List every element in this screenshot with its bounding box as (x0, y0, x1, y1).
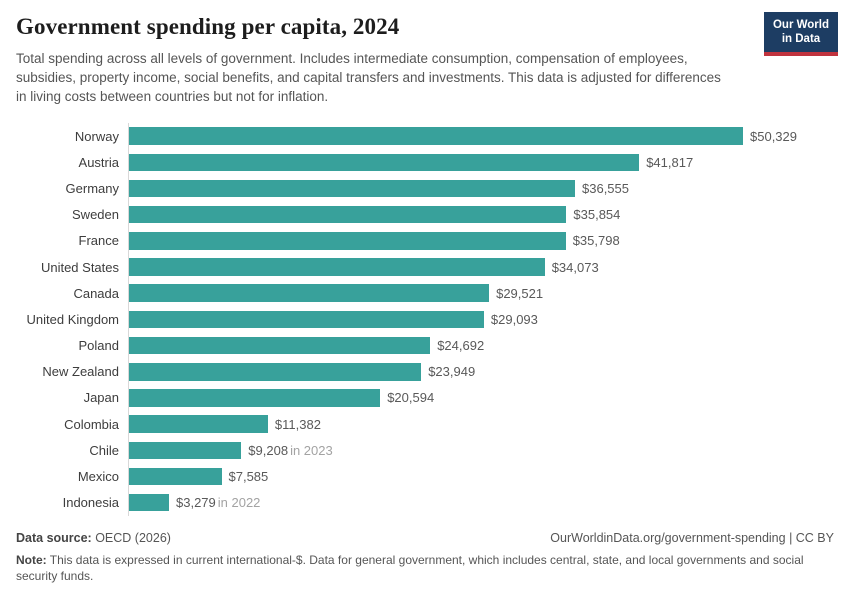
country-label: Colombia (64, 416, 119, 432)
bar[interactable] (129, 415, 268, 433)
bar-track: $24,692 (128, 332, 834, 359)
bar-track: $36,555 (128, 175, 834, 202)
bar[interactable] (129, 336, 431, 355)
value-label: $9,208 (248, 442, 289, 458)
footer-note-value: This data is expressed in current intern… (16, 552, 804, 584)
bar-track: $20,594 (128, 384, 834, 412)
bar-track: $29,521 (128, 280, 834, 307)
country-label: New Zealand (42, 364, 119, 380)
bar-row[interactable]: Sweden $35,854 (16, 201, 834, 228)
country-label: Poland (78, 338, 119, 354)
bar[interactable] (129, 179, 575, 198)
country-label: United States (40, 259, 119, 275)
bar[interactable] (129, 232, 566, 250)
country-label: Germany (65, 180, 119, 196)
country-label: Sweden (72, 207, 119, 223)
bar-row[interactable]: Canada $29,521 (16, 280, 834, 307)
bar[interactable] (129, 493, 169, 512)
value-label: $29,521 (496, 285, 544, 301)
value-label: $50,329 (750, 128, 797, 144)
country-label: Japan (83, 390, 119, 406)
bar[interactable] (129, 205, 567, 224)
owid-logo-line1: Our World (772, 19, 829, 31)
data-source-value: OECD (2026) (91, 530, 171, 545)
bar-row[interactable]: Chile $9,208 in 2023 (16, 437, 834, 464)
bar-track: $23,949 (128, 358, 834, 385)
country-label: Mexico (77, 469, 119, 485)
bar-track: $7,585 (128, 463, 834, 490)
footer-source-row: Data source: OECD (2026) OurWorldinData.… (16, 531, 834, 545)
bar-track: $11,382 (128, 411, 834, 438)
country-label: France (78, 233, 119, 249)
value-label: $41,817 (646, 154, 694, 170)
country-label: Norway (74, 128, 119, 144)
bar-row[interactable]: Indonesia $3,279 in 2022 (16, 489, 834, 516)
bar-track: $3,279 in 2022 (128, 489, 834, 516)
value-label: $35,798 (572, 233, 620, 249)
value-suffix: in 2023 (290, 442, 333, 458)
footer-note: Note: This data is expressed in current … (16, 552, 816, 585)
bar-row[interactable]: Poland $24,692 (16, 332, 834, 359)
data-source: Data source: OECD (2026) (16, 531, 171, 545)
value-label: $20,594 (387, 390, 435, 406)
value-label: $35,854 (573, 207, 621, 223)
bar[interactable] (129, 389, 381, 407)
value-label: $24,692 (437, 338, 485, 354)
bar-track: $41,817 (128, 149, 834, 176)
data-source-label: Data source: (16, 530, 92, 545)
value-label: $29,093 (490, 311, 538, 327)
bar[interactable] (129, 258, 545, 276)
country-label: Canada (73, 285, 119, 301)
value-label: $36,555 (582, 180, 629, 196)
bar-track: $50,329 (128, 123, 834, 150)
bar[interactable] (129, 310, 484, 329)
bar[interactable] (129, 441, 242, 460)
bar[interactable] (129, 127, 743, 145)
country-label: United Kingdom (26, 311, 120, 327)
bar[interactable] (129, 153, 640, 172)
value-suffix: in 2022 (217, 495, 261, 511)
bar-row[interactable]: Japan $20,594 (16, 384, 834, 412)
chart-subtitle: Total spending across all levels of gove… (16, 51, 721, 104)
footer-note-label: Note: (16, 552, 47, 567)
bar[interactable] (129, 467, 222, 486)
bar-track: $29,093 (128, 306, 834, 333)
chart-header: Government spending per capita, 2024 Tot… (16, 12, 838, 106)
bar-row[interactable]: United States $34,073 (16, 253, 834, 281)
bar-track: $34,073 (128, 253, 834, 281)
value-label: $34,073 (551, 259, 599, 275)
bar-row[interactable]: Colombia $11,382 (16, 411, 834, 438)
bar-track: $9,208 in 2023 (128, 437, 834, 464)
bar[interactable] (129, 363, 422, 381)
bar-row[interactable]: Germany $36,555 (16, 175, 834, 202)
owid-logo-line2: in Data (781, 32, 821, 45)
bar-row[interactable]: France $35,798 (16, 227, 834, 254)
bar-row[interactable]: Norway $50,329 (16, 123, 834, 150)
footer-link: OurWorldinData.org/government-spending |… (550, 530, 834, 545)
value-label: $23,949 (428, 364, 476, 380)
page-title: Government spending per capita, 2024 (16, 14, 400, 39)
bar-row[interactable]: Austria $41,817 (16, 149, 834, 176)
chart-footer: Data source: OECD (2026) OurWorldinData.… (16, 531, 834, 585)
value-label: $11,382 (274, 416, 321, 432)
bar[interactable] (129, 284, 490, 302)
bar-track: $35,798 (128, 227, 834, 254)
bar-row[interactable]: United Kingdom $29,093 (16, 306, 834, 333)
country-label: Indonesia (62, 495, 119, 511)
country-label: Chile (89, 442, 119, 458)
bar-track: $35,854 (128, 201, 834, 228)
owid-logo: Our World in Data (764, 12, 838, 56)
value-label: $7,585 (228, 469, 269, 485)
bar-row[interactable]: New Zealand $23,949 (16, 358, 834, 385)
value-label: $3,279 (176, 495, 216, 511)
bar-chart: Norway $50,329 Austria $41,817 Germany $… (16, 123, 834, 516)
country-label: Austria (78, 154, 119, 170)
bar-row[interactable]: Mexico $7,585 (16, 463, 834, 490)
